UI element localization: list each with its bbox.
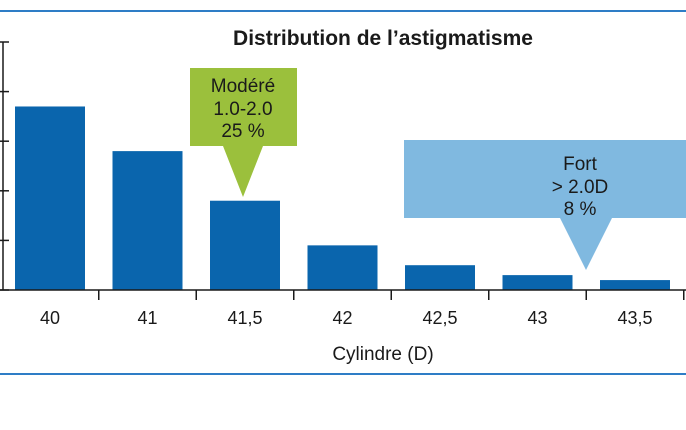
x-tick-label: 41 [137,308,157,328]
x-tick-label: 42,5 [422,308,457,328]
x-tick-label: 41,5 [227,308,262,328]
bar-43,5 [600,280,670,290]
bar-42,5 [405,265,475,290]
y-ticks [0,41,9,291]
moderate-callout: Modéré 1.0-2.0 25 % [190,68,297,197]
moderate-callout-line-2: 1.0-2.0 [213,99,272,120]
strong-callout: Fort > 2.0D 8 % [404,140,686,270]
bar-42 [307,245,378,290]
moderate-callout-line-3: 25 % [221,121,264,142]
x-tick-labels: 40 41 41,5 42 42,5 43 43,5 [40,308,653,328]
x-tick-label: 43,5 [617,308,652,328]
bar-41,5 [210,200,280,290]
moderate-callout-shape [190,68,297,197]
bar-41 [112,151,183,290]
x-axis-label: Cylindre (D) [332,344,433,365]
bar-43 [502,275,573,290]
chart-title: Distribution de l’astigmatisme [233,27,533,50]
bar-40 [15,106,85,290]
moderate-callout-line-1: Modéré [211,76,275,97]
x-tick-label: 40 [40,308,60,328]
bars [15,106,670,290]
strong-callout-line-3: 8 % [564,199,597,220]
strong-callout-line-2: > 2.0D [552,177,609,198]
strong-callout-line-1: Fort [563,154,598,175]
strong-callout-shape [404,140,686,270]
x-tick-label: 43 [527,308,547,328]
x-ticks [98,290,685,300]
x-tick-label: 42 [332,308,352,328]
